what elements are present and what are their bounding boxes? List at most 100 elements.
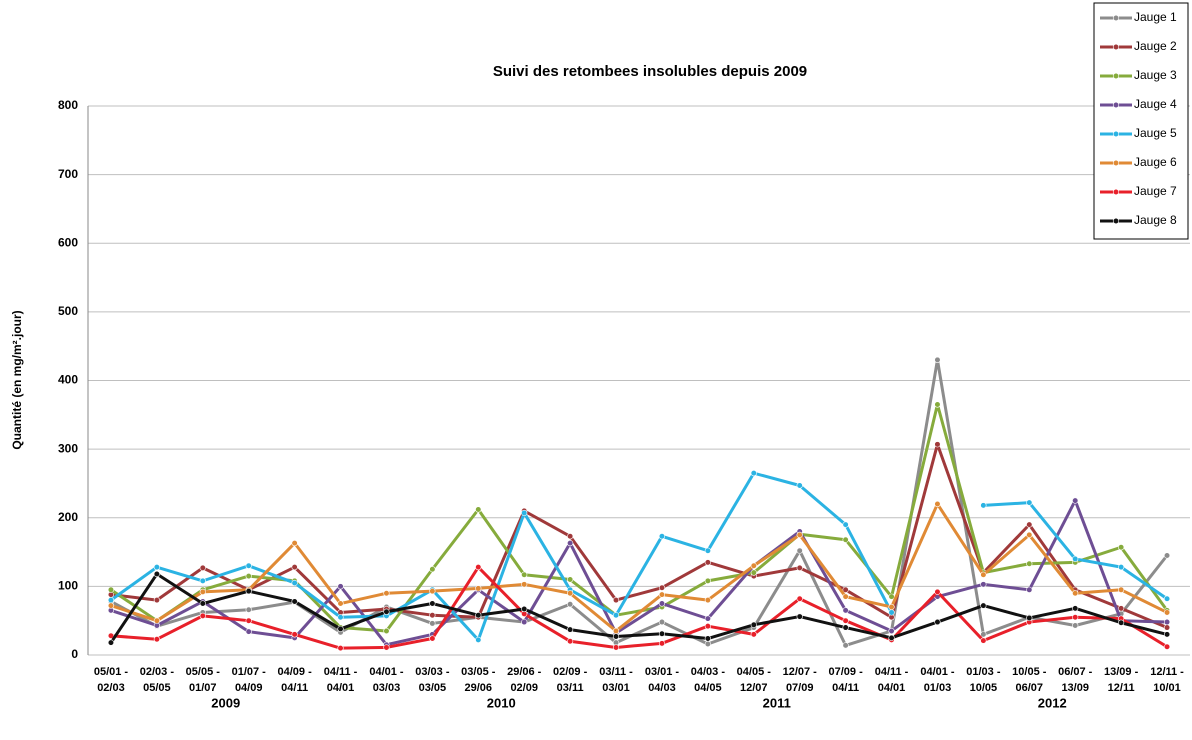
point (567, 626, 574, 633)
point (245, 617, 252, 624)
point (842, 607, 849, 614)
point (337, 583, 344, 590)
point (475, 506, 482, 513)
x-tick-label: 03/03 - 03/05 (415, 666, 450, 694)
x-tick-label: 02/09 - 03/11 (553, 666, 588, 694)
point (934, 356, 941, 364)
x-tick-label: 04/01 - 01/03 (920, 666, 955, 694)
point (1118, 619, 1125, 626)
x-tick-label: 12/07 - 07/09 (782, 666, 817, 694)
point (612, 644, 620, 651)
legend-label: Jauge 6 (1134, 155, 1177, 169)
y-tick-label: 200 (58, 510, 78, 524)
year-label: 2009 (211, 695, 240, 710)
x-tick-label: 01/03 - 10/05 (966, 666, 1001, 694)
point (429, 612, 436, 619)
point (1163, 595, 1171, 602)
point (796, 613, 803, 620)
point (199, 600, 206, 607)
series-line (110, 565, 1168, 650)
series-line (110, 471, 1168, 642)
y-tick-label: 600 (58, 235, 78, 249)
point (842, 642, 849, 649)
year-label: 2012 (1038, 695, 1067, 710)
y-tick-label: 0 (71, 647, 78, 661)
point (750, 569, 757, 576)
point (704, 640, 711, 648)
x-tick-label: 06/07 - 13/09 (1058, 666, 1093, 694)
point (1072, 590, 1079, 597)
point (1026, 521, 1033, 528)
y-tick-label: 800 (58, 98, 78, 112)
point (1072, 555, 1079, 563)
y-tick-label: 500 (58, 304, 78, 318)
point (429, 635, 436, 642)
x-tick-label: 04/03 - 04/05 (690, 666, 725, 694)
point (842, 617, 849, 624)
y-axis-label: Quantité (en mg/m².jour) (10, 310, 24, 449)
legend-label: Jauge 8 (1134, 213, 1177, 227)
legend-label: Jauge 3 (1134, 68, 1177, 82)
point (1026, 531, 1033, 539)
point (1118, 605, 1125, 612)
point (107, 602, 115, 609)
point (704, 547, 711, 554)
point (796, 547, 803, 554)
point (980, 581, 987, 588)
point (842, 624, 849, 631)
point (1026, 560, 1033, 567)
series-line (109, 572, 1168, 644)
legend-marker (1112, 188, 1120, 196)
point (842, 586, 849, 593)
point (199, 564, 206, 571)
point (842, 536, 849, 543)
point (337, 600, 344, 607)
point (658, 533, 666, 540)
point (1072, 622, 1079, 629)
x-tick-label: 01/07 - 04/09 (231, 666, 266, 694)
x-tick-label: 02/03 - 05/05 (139, 666, 174, 694)
point (842, 521, 849, 528)
point (934, 441, 941, 448)
series-line (110, 502, 1168, 633)
y-tick-label: 700 (58, 167, 78, 181)
point (1163, 631, 1171, 638)
point (567, 590, 574, 597)
point (750, 562, 757, 569)
point (107, 596, 115, 604)
series-line (110, 442, 1168, 629)
chart-title: Suivi des retombees insolubles depuis 20… (493, 63, 807, 80)
point (704, 615, 711, 622)
x-tick-label: 10/05 - 06/07 (1012, 666, 1047, 694)
point (567, 576, 574, 583)
point (429, 600, 436, 607)
point (888, 609, 895, 616)
point (1072, 497, 1079, 504)
point (567, 638, 574, 645)
x-tick-label: 03/11 - 03/01 (599, 666, 633, 694)
point (475, 636, 482, 644)
x-tick-label: 05/01 - 02/03 (93, 666, 129, 694)
legend-box (1093, 2, 1189, 240)
x-tick-label: 07/09 - 04/11 (828, 666, 863, 694)
point (750, 621, 757, 628)
point (980, 571, 987, 578)
legend-marker (1112, 130, 1120, 138)
point (612, 627, 620, 635)
point (337, 645, 344, 652)
point (704, 559, 711, 566)
point (429, 566, 436, 573)
point (612, 633, 620, 640)
point (153, 636, 160, 643)
point (521, 509, 528, 517)
point (291, 598, 298, 605)
point (199, 588, 206, 595)
x-tick-label: 05/05 - 01/07 (185, 666, 220, 694)
legend-label: Jauge 4 (1134, 97, 1177, 111)
x-tick-label: 29/06 - 02/09 (507, 666, 542, 694)
series-line (110, 499, 1168, 647)
point (658, 584, 666, 591)
x-tick-label: 03/05 - 29/06 (461, 666, 496, 694)
legend-marker (1112, 72, 1120, 80)
